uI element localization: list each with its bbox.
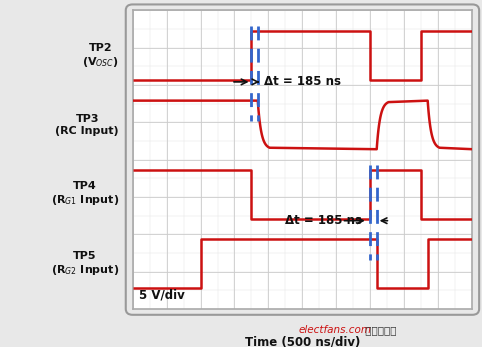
Text: TP4
(R$_{G1}$ Input): TP4 (R$_{G1}$ Input) — [51, 181, 119, 207]
Text: 电子发烧友: 电子发烧友 — [362, 325, 396, 335]
Text: TP3
(RC Input): TP3 (RC Input) — [55, 114, 119, 136]
Text: 5 V/div: 5 V/div — [139, 288, 185, 302]
Text: Time (500 ns/div): Time (500 ns/div) — [245, 336, 360, 347]
Text: TP5
(R$_{G2}$ Input): TP5 (R$_{G2}$ Input) — [51, 251, 119, 277]
Text: Δt = 185 ns: Δt = 185 ns — [264, 75, 341, 88]
Text: TP2
(V$_{OSC}$): TP2 (V$_{OSC}$) — [82, 43, 119, 68]
Text: Δt = 185 ns: Δt = 185 ns — [285, 214, 362, 227]
Text: electfans.com: electfans.com — [299, 325, 372, 335]
